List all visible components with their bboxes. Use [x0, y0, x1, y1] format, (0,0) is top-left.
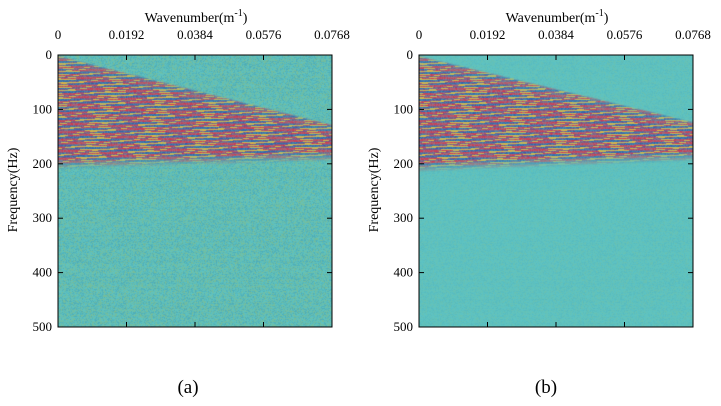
x-tick-label: 0: [55, 27, 62, 42]
panel-caption: (a): [177, 377, 198, 398]
y-tick-label: 300: [394, 210, 414, 225]
y-tick-label: 300: [33, 210, 53, 225]
y-tick-label: 200: [33, 156, 53, 171]
y-axis-label: Frequency(Hz): [6, 147, 21, 232]
heatmap-image: [419, 55, 693, 327]
y-tick-label: 0: [46, 47, 53, 62]
y-tick-label: 0: [407, 47, 414, 62]
x-tick-label: 0.0192: [109, 27, 145, 42]
y-tick-label: 500: [394, 319, 414, 334]
y-axis-label: Frequency(Hz): [367, 147, 382, 232]
panel-b: Wavenumber(m-1) Frequency(Hz) 0 0.0192 0.0…: [367, 8, 711, 398]
y-tick-label: 100: [33, 101, 53, 116]
panel-caption: (b): [535, 377, 557, 398]
x-tick-label: 0.0192: [470, 27, 506, 42]
x-tick-label: 0.0384: [177, 27, 213, 42]
x-tick-label: 0.0768: [675, 27, 711, 42]
x-tick-label: 0.0384: [538, 27, 574, 42]
y-tick-label: 400: [33, 265, 53, 280]
y-tick-label: 100: [394, 101, 414, 116]
heatmap-image: [58, 55, 332, 327]
x-tick-label: 0.0576: [607, 27, 643, 42]
y-tick-label: 500: [33, 319, 53, 334]
x-axis-label: Wavenumber(m-1): [145, 8, 248, 26]
y-tick-label: 400: [394, 265, 414, 280]
x-axis-label: Wavenumber(m-1): [506, 8, 609, 26]
x-tick-label: 0: [416, 27, 423, 42]
x-tick-label: 0.0576: [246, 27, 282, 42]
heatmap-plot: 0 0.0192 0.0384 0.0576 0.0768 0 100 200 300 400 50…: [33, 27, 350, 334]
panel-a: Wavenumber(m-1) Frequency(Hz) 0 0.0192 0.0…: [6, 8, 350, 398]
heatmap-plot: 0 0.0192 0.0384 0.0576 0.0768 0 100 200 300 400 50…: [394, 27, 711, 334]
x-tick-label: 0.0768: [314, 27, 350, 42]
y-tick-label: 200: [394, 156, 414, 171]
